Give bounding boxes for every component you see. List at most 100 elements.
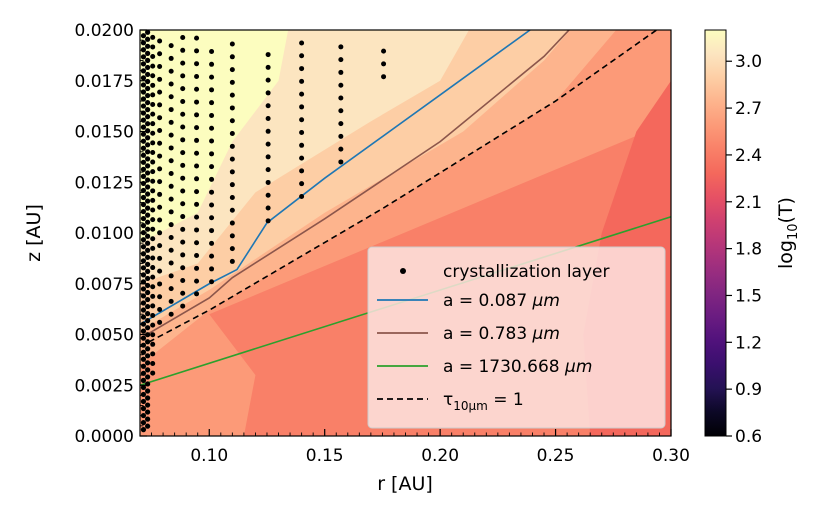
y-tick-label: 0.0075 bbox=[75, 275, 134, 295]
crystallization-dot bbox=[194, 189, 200, 195]
crystallization-dot bbox=[168, 119, 174, 125]
crystallization-dot bbox=[150, 332, 156, 338]
crystallization-dot bbox=[209, 266, 215, 272]
crystallization-dot bbox=[140, 89, 147, 95]
crystallization-dot bbox=[209, 100, 215, 106]
legend-label-prefix: a = 1730.668 bbox=[443, 357, 565, 377]
crystallization-dot bbox=[229, 67, 235, 73]
colorbar-tick-label: 2.4 bbox=[735, 146, 762, 166]
legend-label-prefix: a = 0.087 bbox=[443, 291, 533, 311]
crystallization-dot bbox=[150, 44, 156, 50]
crystallization-dot bbox=[180, 290, 186, 296]
crystallization-dot bbox=[168, 55, 174, 61]
crystallization-dot bbox=[140, 145, 147, 151]
crystallization-dot bbox=[150, 245, 156, 251]
y-ticks: 0.0000 0.0025 0.0050 0.0075 0.0100 0.0125 0.01… bbox=[75, 21, 147, 447]
crystallization-dot bbox=[140, 75, 147, 81]
crystallization-dot bbox=[168, 260, 174, 266]
crystallization-dot bbox=[140, 103, 147, 109]
crystallization-dot bbox=[150, 102, 156, 108]
crystallization-dot bbox=[157, 76, 163, 82]
crystallization-dot bbox=[265, 218, 271, 224]
colorbar-tick-label: 1.8 bbox=[735, 240, 762, 260]
crystallization-dot bbox=[180, 278, 186, 284]
colorbar-label-main: log bbox=[775, 240, 797, 269]
crystallization-dot bbox=[194, 73, 200, 79]
crystallization-dot bbox=[145, 71, 151, 78]
crystallization-dot bbox=[140, 377, 147, 383]
crystallization-dot bbox=[180, 98, 186, 104]
crystallization-dot bbox=[180, 60, 186, 66]
crystallization-dot bbox=[229, 92, 235, 98]
crystallization-dot bbox=[157, 191, 163, 197]
crystallization-dot bbox=[194, 253, 200, 259]
crystallization-dot bbox=[229, 105, 235, 111]
crystallization-dot bbox=[194, 86, 200, 92]
crystallization-dot bbox=[145, 416, 151, 422]
crystallization-dot bbox=[150, 178, 156, 184]
crystallization-dot bbox=[381, 48, 387, 54]
crystallization-dot bbox=[145, 149, 151, 155]
crystallization-dot bbox=[180, 303, 186, 309]
crystallization-dot bbox=[194, 125, 200, 131]
legend-label-unit: µm bbox=[532, 291, 560, 311]
crystallization-dot bbox=[145, 254, 151, 260]
crystallization-dot bbox=[194, 278, 200, 284]
crystallization-dot bbox=[145, 92, 151, 99]
crystallization-dot bbox=[140, 286, 147, 292]
crystallization-dot bbox=[299, 181, 305, 187]
crystallization-dot bbox=[145, 205, 151, 211]
colorbar-tick-label: 1.5 bbox=[735, 286, 762, 306]
crystallization-dot bbox=[145, 402, 151, 408]
crystallization-dot bbox=[157, 89, 163, 95]
crystallization-dot bbox=[150, 284, 156, 290]
crystallization-dot bbox=[140, 201, 147, 208]
crystallization-dot bbox=[381, 61, 387, 67]
crystallization-dot bbox=[209, 125, 215, 131]
crystallization-dot bbox=[140, 194, 147, 201]
crystallization-dot bbox=[157, 51, 163, 57]
crystallization-dot bbox=[145, 184, 151, 190]
crystallization-dot bbox=[209, 112, 215, 118]
crystallization-dot bbox=[145, 142, 151, 148]
crystallization-dot bbox=[140, 96, 147, 102]
colorbar-tick-label: 2.7 bbox=[735, 99, 762, 119]
x-tick-label: 0.20 bbox=[421, 446, 459, 466]
crystallization-dot bbox=[265, 77, 271, 83]
crystallization-dot bbox=[229, 220, 235, 226]
crystallization-dot bbox=[145, 395, 151, 401]
crystallization-dot bbox=[157, 294, 163, 300]
legend-label-3: τ10µm = 1 bbox=[443, 390, 524, 413]
crystallization-dot bbox=[194, 150, 200, 156]
crystallization-dot bbox=[140, 166, 147, 172]
crystallization-dot bbox=[150, 255, 156, 261]
y-tick-label: 0.0175 bbox=[75, 72, 134, 92]
crystallization-dot bbox=[150, 34, 156, 40]
crystallization-dot bbox=[145, 219, 151, 225]
crystallization-dot bbox=[150, 274, 156, 280]
colorbar-tick-label: 1.2 bbox=[735, 333, 762, 353]
crystallization-dot bbox=[150, 111, 156, 117]
crystallization-dot bbox=[209, 138, 215, 144]
region-hot-inner bbox=[140, 30, 289, 244]
crystallization-dot bbox=[338, 57, 344, 63]
crystallization-dot bbox=[209, 202, 215, 208]
legend-label-prefix: a = 0.783 bbox=[443, 324, 533, 344]
crystallization-dot bbox=[145, 78, 151, 85]
crystallization-dot bbox=[229, 233, 235, 239]
crystallization-dot bbox=[299, 53, 305, 59]
crystallization-dot bbox=[157, 166, 163, 172]
crystallization-dot bbox=[150, 73, 156, 79]
crystallization-dot bbox=[168, 158, 174, 164]
crystallization-dot bbox=[338, 95, 344, 101]
crystallization-dot bbox=[168, 81, 174, 87]
crystallization-dot bbox=[229, 118, 235, 124]
crystallization-dot bbox=[180, 239, 186, 245]
crystallization-dot bbox=[338, 69, 344, 75]
crystallization-dot bbox=[299, 193, 305, 199]
x-tick-label: 0.30 bbox=[652, 446, 690, 466]
crystallization-dot bbox=[209, 189, 215, 195]
crystallization-dot bbox=[145, 99, 151, 106]
crystallization-dot bbox=[229, 194, 235, 200]
legend-label-suffix: = 1 bbox=[488, 390, 524, 410]
